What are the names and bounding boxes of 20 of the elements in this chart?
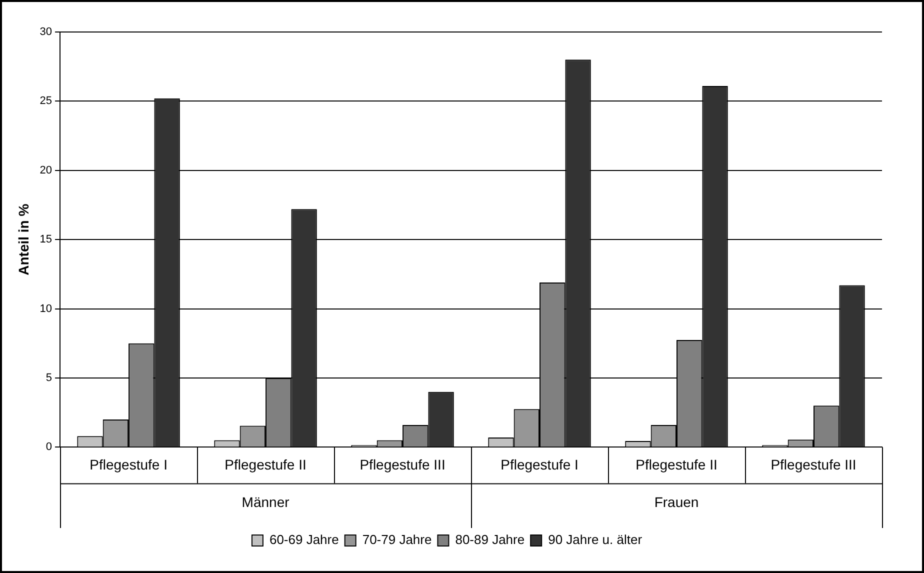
legend-label: 80-89 Jahre	[455, 532, 525, 548]
x-tick-label: Pflegestufe III	[360, 456, 446, 472]
text: Frauen	[654, 494, 699, 510]
legend-label: 60-69 Jahre	[269, 532, 339, 548]
y-tick-label: 5	[46, 372, 52, 384]
legend-label: 70-79 Jahre	[362, 532, 432, 548]
y-tick-label: 30	[40, 26, 52, 38]
x-tick-label: Pflegestufe II	[636, 456, 718, 472]
x-tick-label: Pflegestufe I	[90, 456, 168, 472]
y-tick-label: 15	[40, 234, 52, 246]
legend-label: 90 Jahre u. älter	[548, 532, 643, 548]
y-tick-label: 10	[40, 302, 52, 315]
y-tick-label: 25	[40, 95, 52, 108]
y-axis-title: Anteil in %	[15, 203, 32, 276]
x-tick-label: Pflegestufe I	[500, 456, 578, 472]
x-tick-label: Pflegestufe II	[224, 456, 306, 472]
text: Männer	[242, 494, 290, 510]
y-tick-label: 20	[40, 164, 52, 176]
y-tick-label: 0	[46, 441, 52, 454]
x-tick-label: Pflegestufe III	[770, 456, 856, 472]
